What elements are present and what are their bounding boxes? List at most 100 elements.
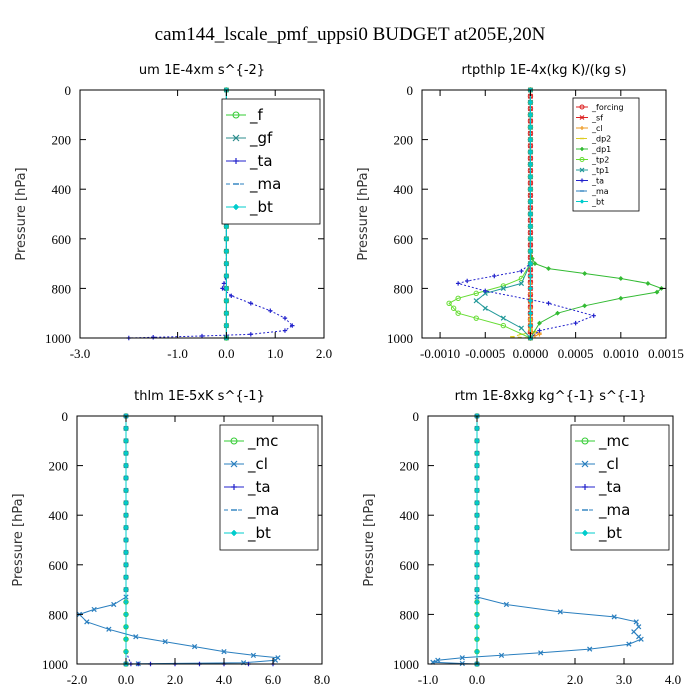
legend-swatch-marker (581, 437, 589, 445)
data-point-tp1 (500, 315, 506, 321)
data-point-bt (123, 537, 129, 543)
figure-title: cam144_lscale_pmf_uppsi0 BUDGET at205E,2… (155, 24, 546, 45)
y-axis-label: Pressure [hPa] (14, 167, 29, 260)
data-point-tp1 (500, 285, 506, 292)
data-point-bt (474, 587, 480, 593)
y-tick-label: 400 (400, 508, 420, 523)
legend-label: _tp1 (591, 166, 609, 175)
y-tick-label: 0 (65, 83, 72, 98)
data-point-cl (636, 624, 642, 630)
data-point-bt (123, 425, 129, 431)
x-tick-label: 0.0 (118, 672, 134, 687)
data-point-bt (474, 475, 480, 481)
data-point-ta (229, 293, 234, 299)
data-point-dp1 (645, 280, 651, 286)
y-tick-label: 1000 (45, 331, 71, 346)
legend-swatch-marker (232, 203, 240, 211)
y-tick-label: 600 (400, 558, 420, 573)
y-tick-label: 400 (49, 508, 69, 523)
data-point-tp1 (518, 280, 525, 287)
legend-label: _bt (249, 198, 273, 217)
panels: um 1E-4xm s^{-2} Pressure [hPa] -3.0 -1.0 0.… (11, 63, 684, 687)
x-tick-label: -1.0 (167, 346, 188, 361)
data-point-bt (474, 487, 480, 493)
data-point-bt (474, 599, 480, 605)
legend: _forcing _sf_cl _dp2_dp1 _tp2_tp1 _ta_ma _bt (572, 97, 640, 212)
data-point-bt (123, 438, 129, 444)
panel-title: um 1E-4xm s^{-2} (139, 63, 265, 78)
data-point-bt (474, 450, 480, 456)
legend-swatch-marker (579, 146, 585, 152)
data-point-bt (527, 199, 533, 205)
legend-label: _bt (591, 198, 604, 207)
data-point-bt (123, 512, 129, 518)
data-point-bt (123, 463, 129, 469)
data-point-bt (223, 285, 229, 291)
legend-label: _bt (247, 524, 271, 543)
legend: _f _gf _ta _ma _bt (221, 98, 321, 225)
legend-label: _dp1 (591, 145, 611, 154)
data-point-cl (587, 646, 593, 652)
data-point-bt (527, 248, 533, 254)
data-point-dp1 (555, 310, 561, 316)
legend-swatch-marker (231, 484, 237, 490)
data-point-dp1 (618, 275, 624, 282)
x-tick-label: 2.0 (167, 672, 183, 687)
series-line-tp2 (448, 90, 531, 339)
panel-title: rtpthlp 1E-4x(kg K)/(kg s) (462, 63, 627, 78)
x-tick-label: 2.0 (567, 672, 583, 687)
data-point-tp2 (500, 322, 507, 329)
data-point-bt (123, 587, 129, 593)
data-point-bt (223, 323, 229, 329)
data-point-ta (464, 278, 470, 284)
x-tick-label: 0.0000 (513, 346, 549, 361)
data-point-bt (527, 261, 533, 267)
y-tick-label: 200 (52, 133, 72, 148)
data-point-dp1 (654, 289, 660, 295)
x-tick-label: -0.0005 (465, 346, 505, 361)
data-point-bt (474, 463, 480, 469)
plot-frame (421, 89, 667, 339)
y-tick-label: 0 (62, 409, 69, 424)
data-point-cl (435, 657, 441, 663)
data-point-bt (474, 500, 480, 506)
legend-swatch-marker (579, 104, 585, 110)
legend-swatch-marker (579, 157, 585, 162)
data-point-tp2 (455, 295, 461, 302)
legend: _mc _cl _ta _ma _bt (570, 424, 670, 551)
legend-label: _ma (591, 187, 609, 196)
x-tick-label: 1.0 (267, 346, 283, 361)
legend-label: _cl (591, 124, 603, 133)
data-point-bt (223, 273, 229, 279)
data-point-ta (248, 301, 253, 306)
data-point-bt (527, 236, 533, 242)
data-point-bt (474, 525, 480, 531)
data-point-cl (626, 641, 632, 647)
legend-label: _ta (591, 177, 604, 186)
data-point-bt (527, 285, 533, 291)
y-tick-label: 600 (52, 232, 72, 247)
data-point-ta (573, 320, 578, 326)
data-point-bt (527, 99, 533, 105)
x-tick-label: 6.0 (265, 672, 281, 687)
data-point-ta (519, 268, 524, 274)
legend-swatch-marker (579, 199, 585, 204)
x-tick-label: -1.0 (418, 672, 439, 687)
data-point-bt (123, 450, 129, 456)
legend-swatch-marker (580, 178, 584, 183)
y-tick-label: 400 (52, 182, 72, 197)
data-point-bt (474, 562, 480, 568)
data-point-bt (527, 124, 533, 130)
data-point-bt (474, 549, 480, 555)
data-point-ta (282, 315, 288, 321)
x-tick-label: 4.0 (216, 672, 232, 687)
legend-label: _ta (249, 152, 273, 171)
x-tick-label: 4.0 (665, 672, 681, 687)
x-tick-label: 0.0 (218, 346, 234, 361)
y-tick-label: 800 (49, 607, 69, 622)
series-group (430, 413, 644, 667)
data-point-bt (123, 624, 129, 630)
data-point-ta (290, 323, 295, 328)
data-point-bt (223, 310, 229, 316)
data-point-cl (557, 609, 563, 615)
